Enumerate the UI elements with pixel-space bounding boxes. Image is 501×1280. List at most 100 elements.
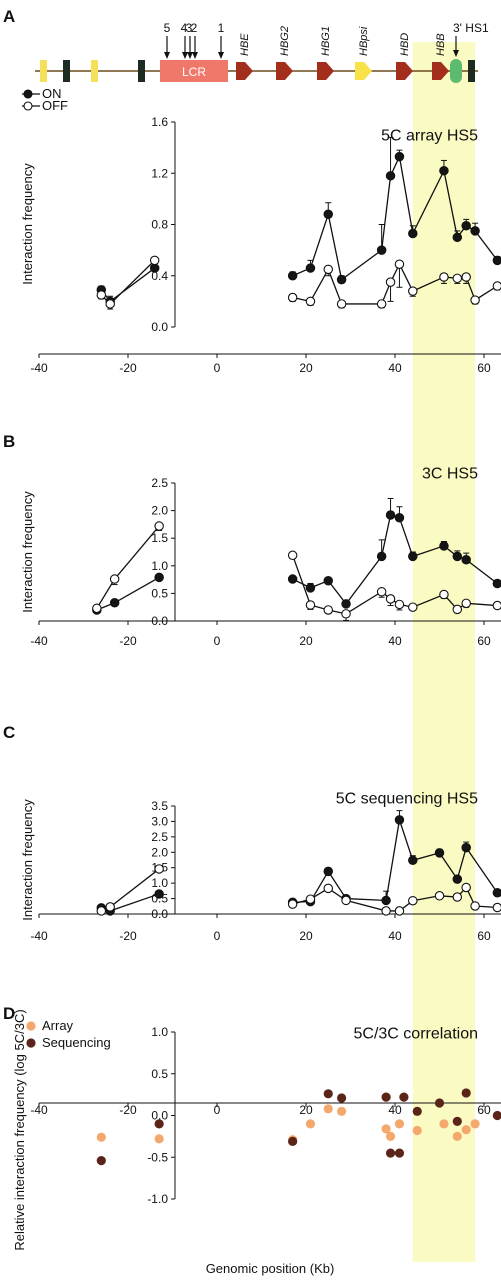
data-point bbox=[376, 551, 387, 562]
y-tick-label: 0.0 bbox=[151, 1109, 168, 1123]
panel-label: C bbox=[3, 723, 15, 742]
data-point bbox=[461, 554, 471, 565]
data-point bbox=[341, 895, 351, 906]
data-point bbox=[434, 848, 445, 858]
gene-arrow bbox=[432, 62, 449, 80]
data-point bbox=[305, 600, 316, 610]
y-tick-label: -0.5 bbox=[147, 1150, 168, 1164]
chart-panel-c: C 5C sequencing HS5 Interaction frequency 0… bbox=[3, 723, 501, 943]
y-tick-label: 0.5 bbox=[151, 1067, 168, 1081]
data-point bbox=[452, 1116, 462, 1126]
data-point bbox=[305, 263, 316, 273]
y-tick-label: 0.5 bbox=[151, 586, 168, 600]
hs-number-label: 1 bbox=[218, 21, 225, 35]
x-tick-label: 40 bbox=[388, 361, 402, 375]
data-point bbox=[408, 855, 418, 866]
x-tick-label: 40 bbox=[388, 634, 402, 648]
data-point bbox=[381, 1124, 391, 1134]
hs-site-bar bbox=[40, 60, 47, 82]
data-point bbox=[287, 270, 298, 281]
data-point bbox=[385, 171, 396, 181]
x-tick-label: 0 bbox=[214, 634, 221, 648]
data-point bbox=[96, 1132, 106, 1142]
x-tick-label: -20 bbox=[119, 929, 137, 943]
legend-label: Array bbox=[42, 1018, 74, 1033]
data-point bbox=[305, 296, 316, 307]
data-point bbox=[408, 895, 418, 906]
x-tick-label: 40 bbox=[388, 1103, 402, 1117]
panel-label: D bbox=[3, 1004, 15, 1023]
data-point bbox=[287, 292, 298, 303]
y-tick-label: 1.2 bbox=[151, 166, 168, 180]
data-point bbox=[394, 906, 405, 916]
y-axis-label: Interaction frequency bbox=[20, 163, 35, 285]
data-point bbox=[394, 259, 405, 269]
data-point bbox=[154, 864, 164, 874]
gene-arrow bbox=[355, 62, 372, 80]
panel-title: 5C array HS5 bbox=[381, 127, 478, 144]
data-point bbox=[336, 299, 347, 309]
data-point bbox=[394, 151, 405, 162]
data-point bbox=[439, 589, 449, 600]
data-point bbox=[287, 899, 298, 909]
data-point bbox=[154, 572, 164, 583]
y-tick-label: -1.0 bbox=[147, 1192, 168, 1206]
x-tick-label: 20 bbox=[299, 634, 313, 648]
data-point bbox=[452, 1131, 462, 1141]
y-tick-label: 0.8 bbox=[151, 218, 168, 232]
data-point bbox=[341, 609, 351, 619]
data-point bbox=[323, 883, 333, 894]
data-point bbox=[323, 605, 333, 615]
y-tick-label: 2.0 bbox=[151, 504, 168, 518]
x-tick-label: -40 bbox=[30, 929, 48, 943]
data-point bbox=[288, 1136, 298, 1146]
hs-number-label: 5 bbox=[164, 21, 171, 35]
hs-arrow-head bbox=[182, 52, 188, 59]
gene-arrow bbox=[236, 62, 253, 80]
data-point bbox=[434, 891, 445, 901]
legend-label: OFF bbox=[42, 98, 68, 113]
panel-title: 5C sequencing HS5 bbox=[336, 790, 478, 807]
data-point bbox=[492, 1110, 501, 1121]
gene-label: HBpsi bbox=[358, 26, 370, 56]
data-point bbox=[149, 255, 160, 266]
series-off bbox=[96, 864, 501, 916]
data-point bbox=[385, 1148, 396, 1158]
data-point bbox=[412, 1125, 422, 1136]
data-point bbox=[305, 583, 316, 593]
data-point bbox=[461, 221, 471, 231]
data-point bbox=[394, 1148, 405, 1158]
data-point bbox=[96, 1155, 106, 1166]
data-point bbox=[394, 1119, 405, 1129]
hs-site-bar bbox=[468, 60, 475, 82]
hs-site-bar bbox=[63, 60, 70, 82]
gene-label: HBG2 bbox=[279, 26, 291, 56]
data-point bbox=[394, 513, 405, 523]
data-point bbox=[394, 815, 405, 825]
data-point bbox=[96, 906, 107, 916]
y-tick-label: 1.5 bbox=[151, 531, 168, 545]
data-point bbox=[385, 594, 396, 604]
gene-arrow bbox=[396, 62, 413, 80]
series-line bbox=[96, 525, 160, 609]
data-point bbox=[341, 599, 351, 609]
hs-number-label: 4 bbox=[181, 21, 188, 35]
data-point bbox=[492, 255, 501, 266]
data-point bbox=[461, 882, 471, 893]
data-point bbox=[109, 574, 120, 584]
data-point bbox=[399, 1092, 409, 1102]
panel-title: 5C/3C correlation bbox=[354, 1025, 479, 1042]
y-tick-label: 3.0 bbox=[151, 814, 168, 828]
y-tick-label: 3.5 bbox=[151, 799, 168, 813]
data-point bbox=[452, 874, 463, 884]
data-point bbox=[109, 598, 120, 608]
data-point bbox=[408, 286, 418, 296]
data-point bbox=[434, 1098, 445, 1108]
data-point bbox=[461, 842, 471, 853]
data-point bbox=[385, 1131, 396, 1141]
data-point bbox=[323, 1089, 333, 1099]
data-point bbox=[305, 1119, 316, 1129]
series-off bbox=[92, 521, 501, 621]
